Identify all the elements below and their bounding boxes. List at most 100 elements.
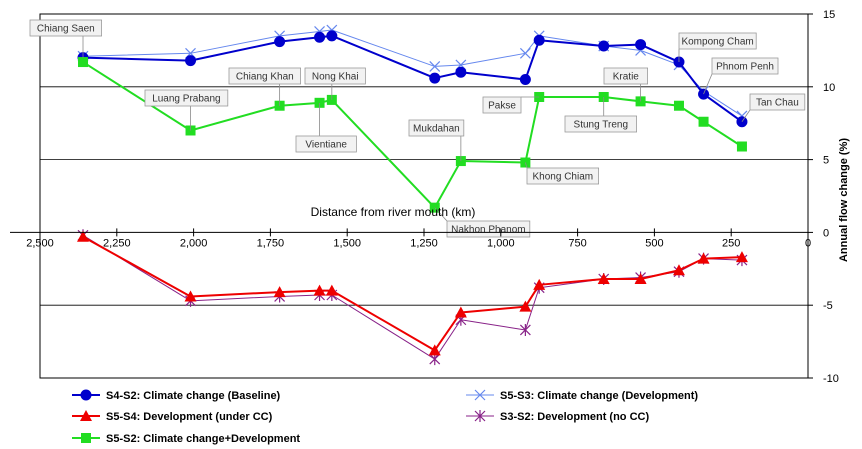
data-point xyxy=(598,40,610,52)
station-label: Kompong Cham xyxy=(681,37,753,48)
legend-item: S5-S2: Climate change+Development xyxy=(72,433,300,445)
y-tick-label: 0 xyxy=(823,227,829,239)
data-point xyxy=(519,323,531,336)
station-callout: Tan Chau xyxy=(741,93,806,122)
data-point xyxy=(454,306,467,318)
legend-item: S4-S2: Climate change (Baseline) xyxy=(72,389,281,402)
x-tick-label: 2,000 xyxy=(180,237,208,249)
station-label: Phnom Penh xyxy=(716,62,774,73)
callout-box xyxy=(564,115,637,133)
legend-item: S5-S4: Development (under CC) xyxy=(72,410,273,423)
series-line xyxy=(82,34,743,123)
x-tick-label: 2,250 xyxy=(103,237,131,249)
data-point xyxy=(429,72,441,84)
station-callout: Phnom Penh xyxy=(703,57,779,95)
data-point xyxy=(635,39,647,51)
station-callout: Nong Khai xyxy=(304,67,366,100)
data-point xyxy=(697,252,710,264)
station-callout: Mukdahan xyxy=(408,119,465,162)
callout-box xyxy=(408,119,465,137)
data-point xyxy=(597,272,610,284)
callout-leader xyxy=(703,73,713,95)
legend: S4-S2: Climate change (Baseline) S5-S3: C… xyxy=(72,389,698,445)
legend-label: S5-S3: Climate change (Development) xyxy=(500,390,698,402)
callout-box xyxy=(295,135,357,153)
station-label: Pakse xyxy=(488,101,516,112)
callout-box xyxy=(603,67,648,85)
callout-leader xyxy=(524,162,528,169)
station-callout: Vientiane xyxy=(295,102,357,153)
legend-swatch-marker xyxy=(474,389,486,401)
station-label: Vientiane xyxy=(305,140,347,151)
callout-box xyxy=(304,67,366,85)
x-tick-label: 250 xyxy=(722,237,740,249)
data-point xyxy=(519,47,531,59)
y-tick-label: -10 xyxy=(823,373,839,385)
x-axis-title: Distance from river mouth (km) xyxy=(311,205,476,219)
y-axis-title: Annual flow change (%) xyxy=(838,138,850,262)
data-point xyxy=(184,290,197,302)
data-point xyxy=(313,284,326,296)
station-annotations: Chiang Saen Luang Prabang Chiang Khan Vient… xyxy=(29,19,806,238)
callout-box xyxy=(228,67,301,85)
station-callout: Stung Treng xyxy=(564,96,637,133)
data-point xyxy=(326,30,338,42)
station-callout: Chiang Khan xyxy=(228,67,301,106)
series-line xyxy=(82,29,743,117)
series-2 xyxy=(77,230,748,356)
station-callout: Pakse xyxy=(482,96,540,114)
data-point xyxy=(455,66,467,78)
data-point xyxy=(78,57,89,68)
station-label: Nong Khai xyxy=(312,72,359,83)
x-tick-label: 1,000 xyxy=(487,237,515,249)
legend-swatch-marker xyxy=(80,389,92,401)
y-tick-label: -5 xyxy=(823,300,833,312)
data-point xyxy=(533,278,546,290)
data-point xyxy=(325,284,338,296)
legend-label: S4-S2: Climate change (Baseline) xyxy=(106,390,281,402)
data-point xyxy=(273,286,286,298)
x-tick-label: 1,250 xyxy=(410,237,438,249)
legend-label: S3-S2: Development (no CC) xyxy=(500,411,649,423)
station-callout: Kompong Cham xyxy=(678,32,757,63)
station-callout: Luang Prabang xyxy=(144,89,229,131)
data-point xyxy=(519,300,532,312)
y-tick-label: 10 xyxy=(823,82,835,94)
data-point xyxy=(429,60,441,72)
data-point xyxy=(77,230,90,242)
station-label: Nakhon Phanom xyxy=(451,225,526,236)
data-point xyxy=(314,31,326,43)
x-tick-label: 1,500 xyxy=(333,237,361,249)
station-label: Khong Chiam xyxy=(533,172,594,183)
data-point xyxy=(519,74,531,86)
legend-label: S5-S2: Climate change+Development xyxy=(106,433,300,445)
data-point xyxy=(673,100,684,111)
x-tick-label: 2,500 xyxy=(26,237,54,249)
callout-leader xyxy=(741,109,751,122)
station-callout: Kratie xyxy=(603,67,648,102)
data-point xyxy=(672,264,685,276)
station-label: Stung Treng xyxy=(574,120,628,131)
station-label: Luang Prabang xyxy=(152,94,220,105)
callout-leader xyxy=(434,207,448,222)
station-callout: Khong Chiam xyxy=(524,162,599,185)
station-label: Mukdahan xyxy=(413,124,460,135)
y-tick-label: 15 xyxy=(823,9,835,21)
x-tick-label: 500 xyxy=(645,237,663,249)
legend-swatch-marker xyxy=(81,433,91,443)
x-tick-label: 1,750 xyxy=(257,237,285,249)
legend-swatch-marker xyxy=(80,410,92,421)
series-line xyxy=(82,235,742,352)
callout-box xyxy=(29,19,102,37)
callout-box xyxy=(482,96,522,114)
x-tick-label: 750 xyxy=(568,237,586,249)
data-point xyxy=(274,36,286,48)
station-label: Tan Chau xyxy=(756,98,799,109)
station-callout: Nakhon Phanom xyxy=(434,207,531,238)
callout-box xyxy=(678,32,757,50)
callout-box xyxy=(749,93,806,111)
series-line xyxy=(82,61,743,209)
x-tick-label: 0 xyxy=(805,237,811,249)
grid xyxy=(40,86,808,306)
